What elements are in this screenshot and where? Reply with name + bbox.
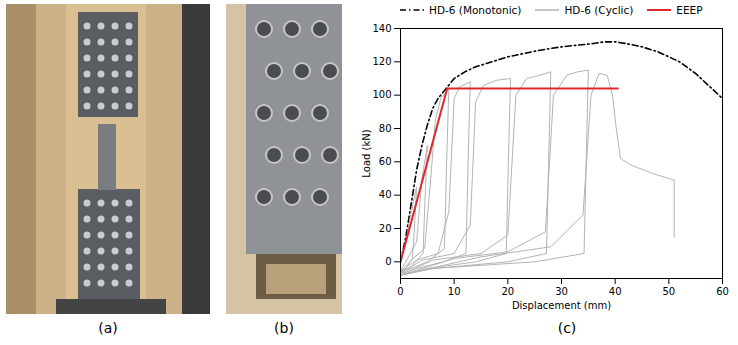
html-text:(c): (c) (557, 320, 577, 336)
svg-text:10: 10 (448, 286, 461, 297)
svg-text:Displacement (mm): Displacement (mm) (512, 300, 611, 311)
svg-text:100: 100 (372, 89, 391, 100)
svg-text:20: 20 (501, 286, 514, 297)
svg-text:60: 60 (379, 156, 392, 167)
svg-text:20: 20 (379, 223, 392, 234)
html-text:(b): (b) (274, 320, 294, 336)
svg-text:40: 40 (609, 286, 622, 297)
svg-text:30: 30 (555, 286, 568, 297)
svg-text:140: 140 (372, 23, 391, 34)
svg-text:0: 0 (397, 286, 403, 297)
svg-text:40: 40 (379, 189, 392, 200)
html-text:(a): (a) (98, 320, 118, 336)
svg-text:Load (kN): Load (kN) (361, 129, 372, 177)
svg-text:60: 60 (716, 286, 729, 297)
html-text:HD-6 (Cyclic): HD-6 (Cyclic) (564, 4, 634, 16)
html-text:EEEP: EEEP (676, 4, 703, 16)
svg-text:0: 0 (385, 256, 391, 267)
html-text:HD-6 (Monotonic): HD-6 (Monotonic) (429, 4, 522, 16)
svg-text:120: 120 (372, 56, 391, 67)
svg-text:50: 50 (662, 286, 675, 297)
svg-text:80: 80 (379, 123, 392, 134)
